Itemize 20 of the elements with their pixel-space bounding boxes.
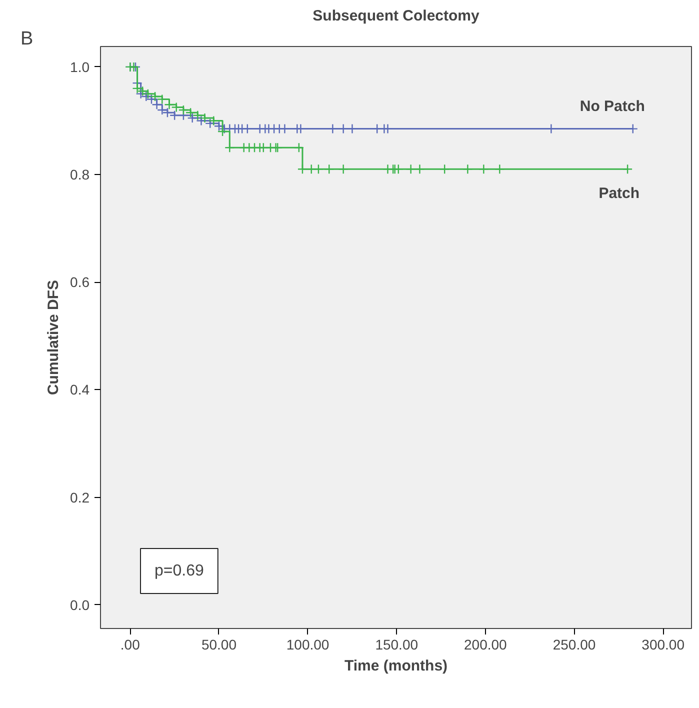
annotation: p=0.69: [154, 562, 204, 580]
series-label: Patch: [598, 185, 640, 202]
series-label: No Patch: [580, 98, 645, 115]
y-tick-label: 0.8: [70, 166, 90, 183]
x-axis-title: Time (months): [344, 658, 448, 674]
chart-title: Subsequent Colectomy: [312, 8, 480, 24]
y-tick-label: 0.0: [70, 596, 90, 613]
x-tick-label: 300.00: [642, 636, 685, 652]
y-tick-label: 0.6: [70, 274, 90, 290]
text: B: [20, 28, 34, 50]
y-axis-title: Cumulative DFS: [45, 280, 62, 396]
x-tick-label: .00: [120, 636, 140, 652]
x-tick-label: 50.00: [201, 636, 237, 652]
y-tick-label: 0.2: [70, 489, 90, 506]
x-tick-label: 150.00: [375, 636, 418, 652]
x-tick-label: 250.00: [552, 636, 596, 652]
x-tick-label: 200.00: [464, 636, 508, 652]
y-tick-label: 1.0: [70, 58, 90, 75]
y-tick-label: 0.4: [70, 382, 90, 398]
x-tick-label: 100.00: [286, 636, 330, 652]
